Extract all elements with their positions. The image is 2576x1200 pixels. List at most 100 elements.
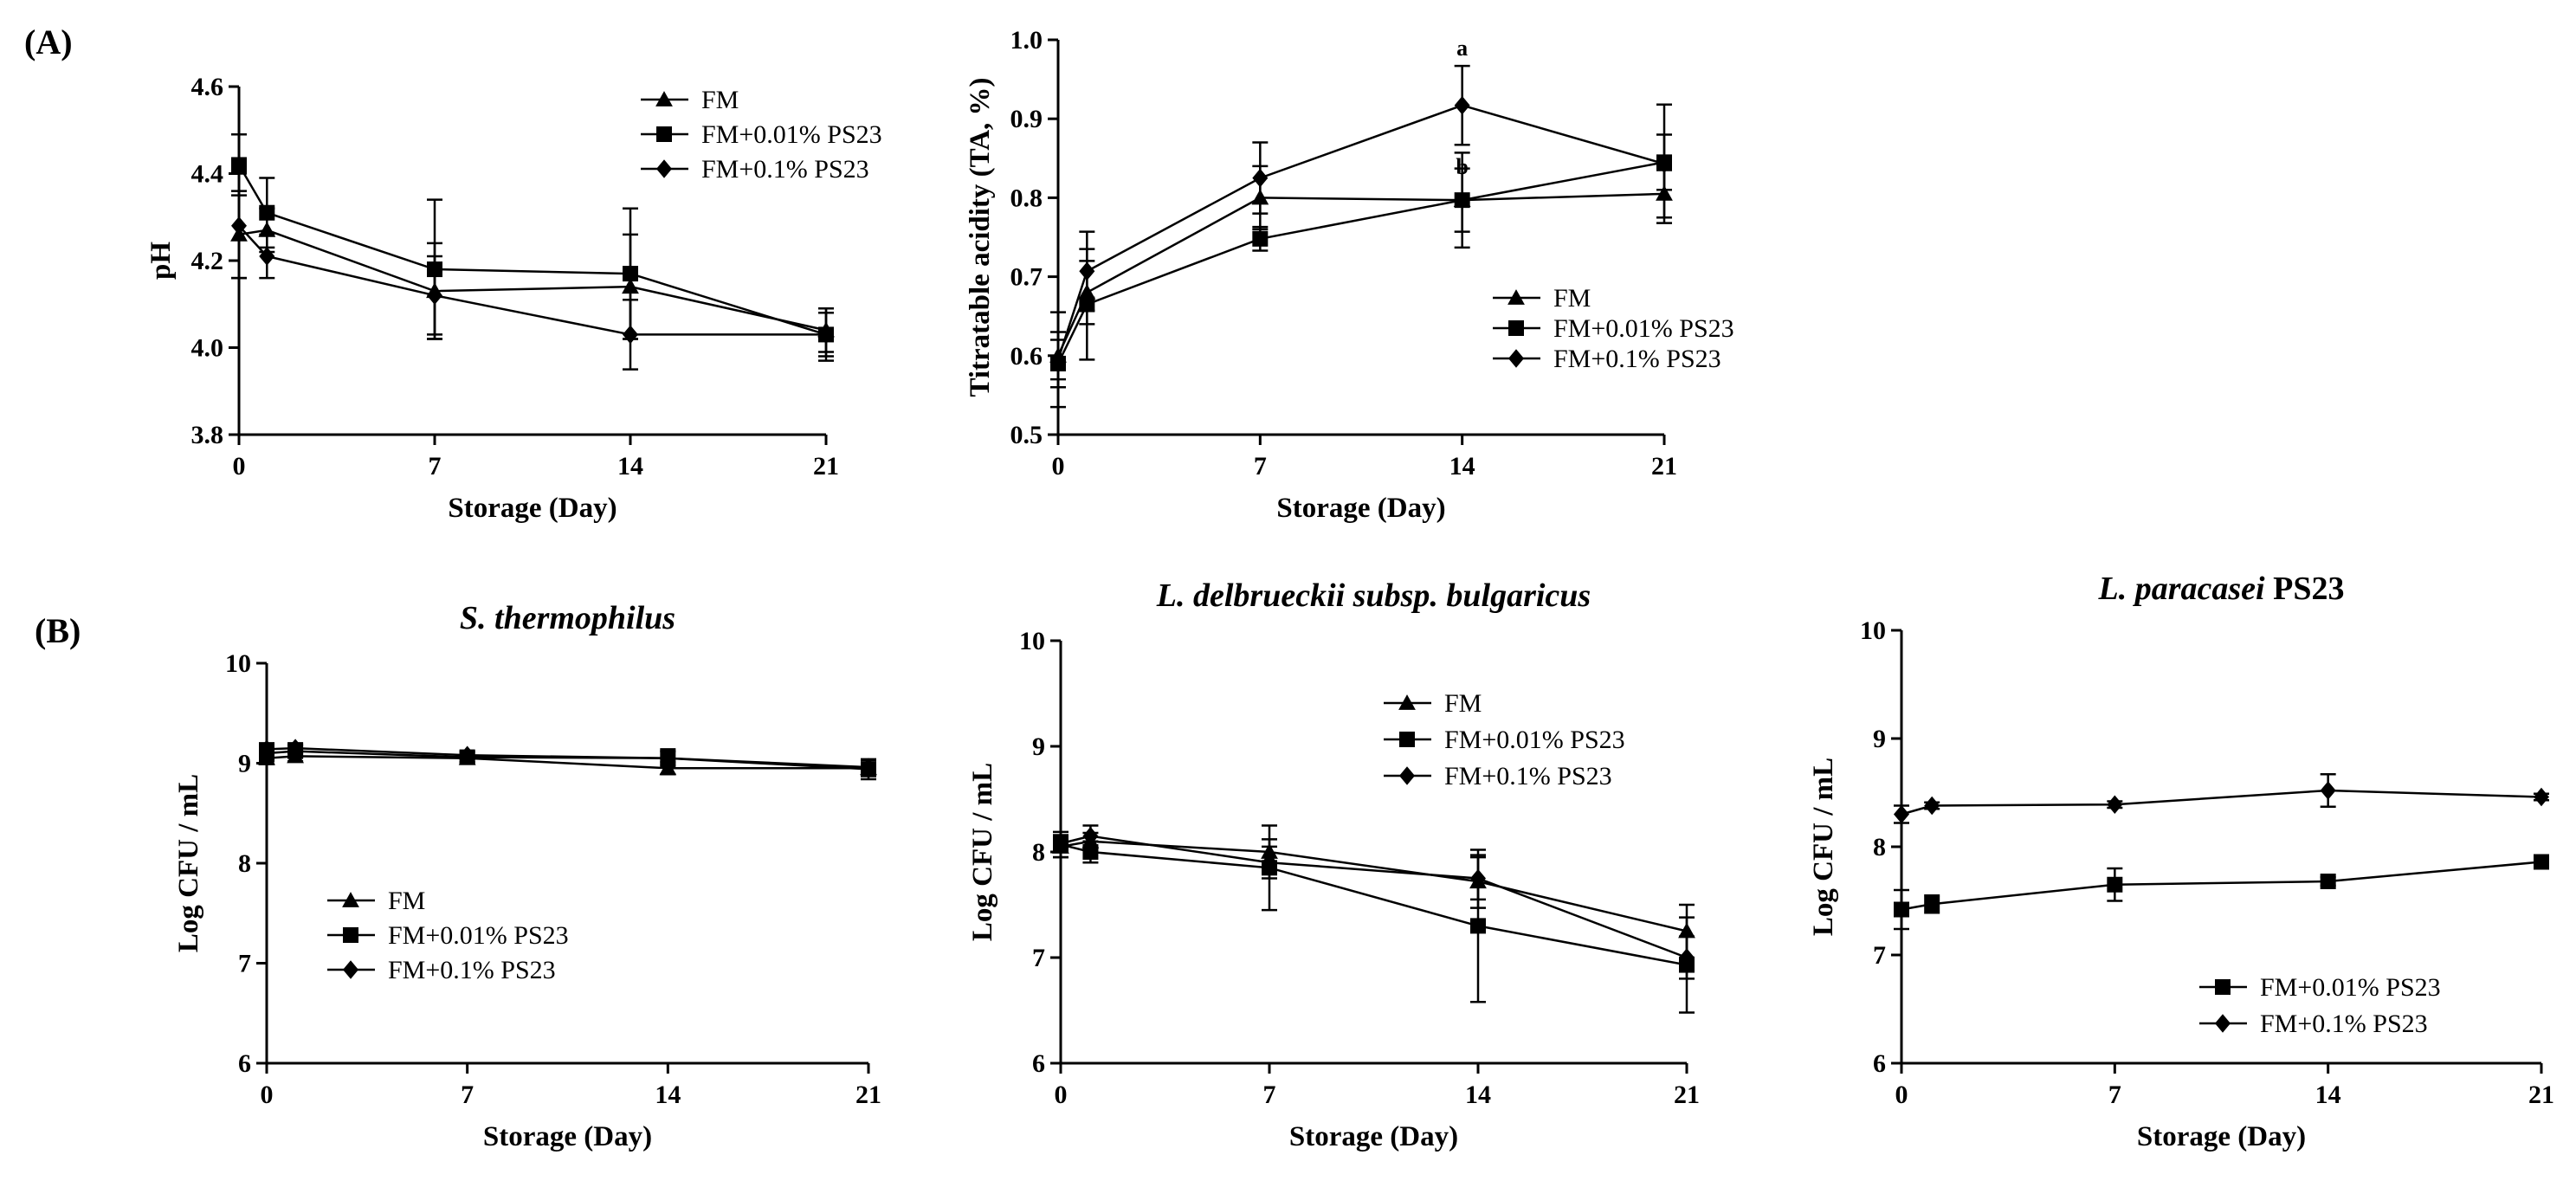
data-point-diamond: [1924, 796, 1940, 816]
y-tick-label: 0.7: [1010, 263, 1043, 292]
y-tick-label: 9: [1032, 732, 1045, 761]
chart-title-lp: L. paracasei PS23: [2098, 571, 2345, 607]
legend: FM FM+0.01% PS23 FM+0.1% PS23: [327, 887, 569, 984]
y-tick-label: 6: [1873, 1049, 1886, 1078]
chart-lp: L. paracasei PS23 6 7 8 9 10 0 7 14 21 Storage (Da…: [1808, 571, 2554, 1152]
y-tick-label: 4.6: [191, 73, 224, 101]
series-triangle: [1052, 831, 1695, 959]
data-point-diamond: [259, 247, 275, 266]
data-point-square: [1252, 230, 1269, 247]
data-point-diamond: [2534, 787, 2549, 807]
annotation-label: a: [1456, 35, 1468, 61]
series-square: [259, 743, 876, 781]
legend-label: FM+0.1% PS23: [388, 956, 556, 984]
legend-label: FM+0.1% PS23: [1553, 345, 1721, 373]
data-point-diamond: [259, 739, 274, 759]
legend-marker-square: [656, 126, 672, 142]
x-tick-label: 7: [2108, 1081, 2121, 1109]
y-tick-label: 0.9: [1010, 105, 1043, 133]
legend-label: FM+0.01% PS23: [701, 120, 882, 149]
annotation-label: b: [1456, 154, 1468, 179]
data-point-diamond: [1679, 948, 1695, 967]
series-diamond: [1050, 64, 1672, 409]
data-point-diamond: [287, 739, 304, 758]
y-tick-label: 10: [1019, 627, 1045, 655]
legend-marker-triangle: [1398, 694, 1416, 710]
legend-label: FM: [1444, 689, 1482, 718]
chart-title-suffix: PS23: [2265, 571, 2345, 607]
legend-marker-triangle: [655, 91, 673, 106]
legend-label: FM+0.1% PS23: [2260, 1010, 2428, 1038]
y-tick-label: 7: [1873, 941, 1886, 970]
legend-marker-square: [1508, 320, 1524, 336]
data-point-diamond: [1894, 804, 1909, 824]
y-tick-label: 9: [238, 750, 251, 778]
x-tick-label: 21: [813, 452, 839, 481]
y-axis-title: pH: [145, 242, 177, 280]
legend: FM+0.01% PS23 FM+0.1% PS23: [2199, 973, 2441, 1038]
data-point-diamond: [1252, 168, 1269, 188]
y-tick-label: 8: [238, 849, 251, 878]
x-tick-label: 14: [1449, 452, 1475, 481]
data-point-diamond: [1053, 834, 1068, 854]
data-point-diamond: [861, 758, 876, 777]
legend-label: FM+0.01% PS23: [1444, 726, 1625, 754]
legend-label: FM+0.1% PS23: [701, 155, 869, 184]
y-axis-title: Log CFU / mL: [1808, 758, 1839, 936]
data-point-diamond: [1454, 95, 1470, 115]
data-point-diamond: [231, 216, 247, 235]
series-diamond: [231, 172, 834, 371]
y-tick-label: 10: [1860, 616, 1886, 645]
panel-label-b: (B): [35, 611, 81, 650]
chart-title-italic: L. paracasei: [2098, 571, 2266, 607]
y-tick-label: 6: [1032, 1049, 1045, 1078]
legend-marker-diamond: [656, 159, 672, 178]
data-point-diamond: [660, 748, 676, 768]
y-tick-label: 4.4: [191, 160, 224, 189]
x-tick-label: 21: [1674, 1081, 1700, 1109]
legend-label: FM+0.01% PS23: [388, 921, 569, 950]
x-tick-label: 14: [655, 1081, 681, 1109]
legend-label: FM+0.01% PS23: [2260, 973, 2441, 1002]
y-tick-label: 4.2: [191, 247, 224, 275]
x-axis-title: Storage (Day): [1289, 1121, 1458, 1152]
data-point-square: [1082, 844, 1099, 860]
series-square: [1894, 854, 2549, 931]
data-point-diamond: [1050, 350, 1066, 370]
data-point-square: [1894, 901, 1909, 918]
legend-label: FM: [388, 887, 425, 915]
legend-marker-square: [343, 927, 358, 943]
x-tick-label: 14: [2315, 1081, 2341, 1109]
chart-title-italic: L. delbrueckii subsp. bulgaricus: [1156, 577, 1591, 614]
series-line: [237, 164, 827, 336]
panel-label-a: (A): [24, 23, 73, 61]
series-square: [1053, 824, 1695, 1014]
data-point-diamond: [459, 745, 475, 765]
series-line: [1060, 843, 1688, 966]
data-point-square: [623, 266, 638, 282]
y-tick-label: 1.0: [1010, 26, 1043, 55]
data-point-square: [1454, 192, 1470, 209]
x-axis-title: Storage (Day): [2137, 1121, 2306, 1152]
series-line: [1901, 861, 2542, 911]
data-point-diamond: [623, 325, 638, 345]
x-tick-label: 0: [1895, 1081, 1908, 1109]
data-point-diamond: [1082, 826, 1099, 846]
chart-st: S. thermophilus 6 7 8 9 10 0 7 14 21 Storage (Day)…: [173, 600, 881, 1152]
legend-marker-diamond: [1399, 766, 1415, 785]
y-tick-label: 7: [1032, 944, 1045, 972]
legend-marker-diamond: [343, 960, 358, 979]
x-tick-label: 14: [1465, 1081, 1491, 1109]
legend-marker-diamond: [1508, 349, 1524, 368]
legend-marker-diamond: [2215, 1014, 2231, 1033]
y-axis-title: Log CFU / mL: [173, 774, 204, 952]
x-tick-label: 7: [1263, 1081, 1276, 1109]
x-tick-label: 0: [1055, 1081, 1068, 1109]
data-point-square: [2534, 854, 2549, 870]
series-triangle: [258, 747, 877, 777]
series-line: [1901, 789, 2542, 816]
chart-ta: 0.5 0.6 0.7 0.8 0.9 1.0 0 7 14 21 Storage (Day) Tit…: [965, 26, 1734, 524]
y-tick-label: 0.8: [1010, 184, 1043, 212]
